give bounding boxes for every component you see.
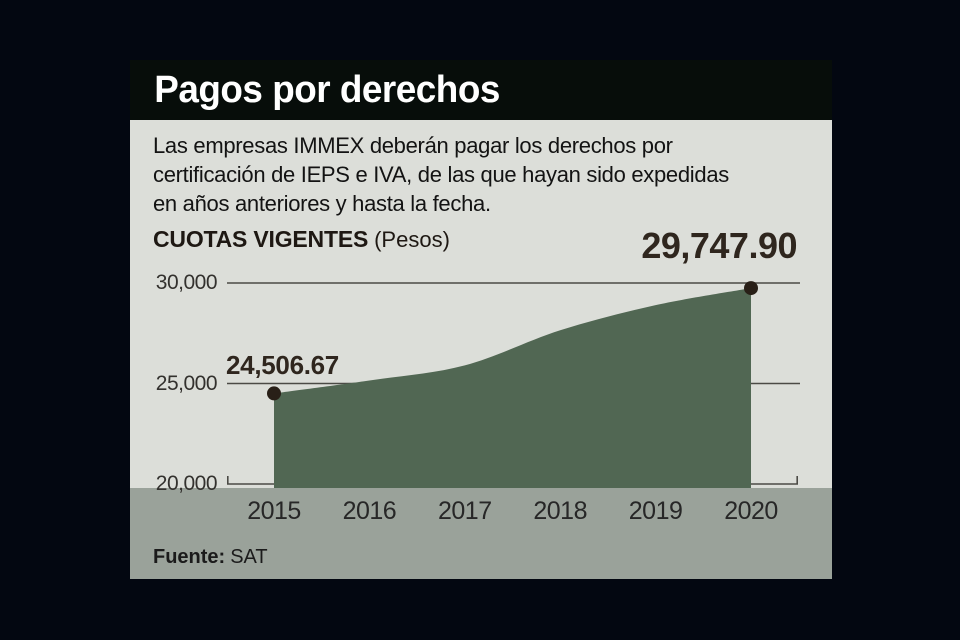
y-axis-label: 30,000 <box>155 271 218 294</box>
source-label: Fuente: <box>153 546 226 568</box>
source-note: Fuente: SAT <box>153 546 268 569</box>
x-axis-label-2019: 2019 <box>628 497 683 525</box>
x-axis-label-2015: 2015 <box>247 497 301 525</box>
source-value: SAT <box>230 546 268 568</box>
card-header: Pagos por derechos <box>130 60 832 120</box>
description-line-3: en años anteriores y hasta la fecha. <box>153 191 491 216</box>
y-axis-label: 25,000 <box>155 371 218 395</box>
description-line-2: certificación de IEPS e IVA, de las que … <box>153 162 729 187</box>
area-chart <box>227 281 800 488</box>
x-axis-label-2016: 2016 <box>342 497 397 525</box>
area-series <box>274 288 751 488</box>
y-axis-label: 20,000 <box>155 472 218 495</box>
data-point-markers <box>267 281 758 401</box>
x-axis-label-2017: 2017 <box>437 497 492 525</box>
x-axis-label-2018: 2018 <box>533 497 587 525</box>
data-label-2015: 24,506.67 <box>226 350 339 380</box>
page-title: Pagos por derechos <box>154 68 500 111</box>
description-line-1: Las empresas IMMEX deberán pagar los der… <box>153 133 673 158</box>
infographic-card: Pagos por derechos Las empresas IMMEX de… <box>130 60 832 579</box>
chart-title: CUOTAS VIGENTES <box>153 226 369 252</box>
data-label-2020: 29,747.90 <box>641 225 797 266</box>
x-axis-label-2020: 2020 <box>724 497 778 525</box>
chart-unit-label: (Pesos) <box>374 227 450 252</box>
data-point-2015 <box>267 386 281 401</box>
chart-heading: CUOTAS VIGENTES (Pesos) <box>153 226 450 253</box>
card-footer-band <box>130 488 832 579</box>
data-point-2020 <box>744 281 758 296</box>
description-text: Las empresas IMMEX deberán pagar los der… <box>153 131 729 218</box>
